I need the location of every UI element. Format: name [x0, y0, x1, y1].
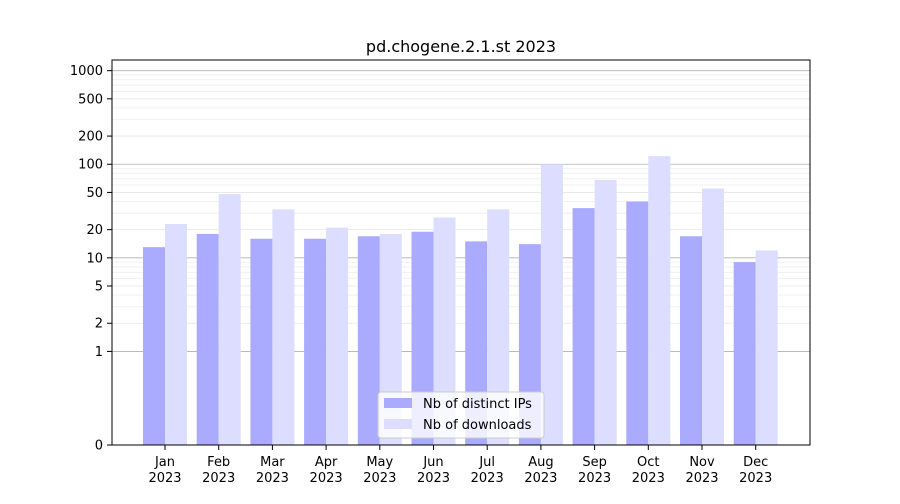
y-tick-label: 500	[78, 92, 103, 107]
x-tick-sublabel: 2023	[524, 471, 557, 486]
bar-downloads-jul	[487, 209, 510, 445]
y-tick-label: 5	[95, 280, 103, 295]
bar-ips-mar	[250, 238, 273, 445]
x-tick-sublabel: 2023	[256, 471, 289, 486]
legend-label: Nb of distinct IPs	[423, 397, 532, 412]
legend-box	[377, 391, 545, 439]
x-axis: Jan2023Feb2023Mar2023Apr2023May2023Jun20…	[148, 445, 772, 486]
x-tick-sublabel: 2023	[471, 471, 504, 486]
y-tick-label: 10	[86, 251, 103, 266]
x-tick-label: Apr	[315, 455, 338, 470]
x-tick-sublabel: 2023	[148, 471, 181, 486]
x-tick-sublabel: 2023	[739, 471, 772, 486]
x-tick-sublabel: 2023	[202, 471, 235, 486]
y-tick-label: 1000	[70, 64, 103, 79]
y-tick-label: 100	[78, 158, 103, 173]
x-tick-label: Jun	[422, 455, 443, 470]
bar-downloads-jun	[433, 217, 456, 445]
bar-ips-oct	[626, 201, 649, 445]
x-tick-label: Feb	[207, 455, 230, 470]
x-tick-sublabel: 2023	[310, 471, 343, 486]
bar-ips-apr	[304, 238, 327, 445]
y-axis: 0 1 2 5 10 20 50 100 200 500 1000	[70, 64, 112, 454]
y-tick-label: 50	[86, 186, 103, 201]
bar-ips-nov	[680, 236, 702, 445]
plot-frame	[111, 59, 811, 446]
x-tick-label: Sep	[582, 455, 607, 470]
y-tick-label: 0	[95, 439, 103, 454]
bar-ips-may	[357, 236, 380, 445]
bar-downloads-oct	[648, 156, 671, 445]
x-tick-sublabel: 2023	[632, 471, 665, 486]
bar-ips-feb	[196, 233, 219, 445]
x-tick-label: Dec	[743, 455, 768, 470]
x-tick-label: May	[366, 455, 393, 470]
y-tick-label: 1	[95, 345, 103, 360]
bar-downloads-apr	[326, 227, 349, 445]
bar-downloads-jan	[165, 223, 187, 445]
chart-title: pd.chogene.2.1.st 2023	[366, 37, 556, 56]
x-tick-label: Jan	[154, 455, 175, 470]
legend: Nb of distinct IPs Nb of downloads	[377, 391, 545, 439]
x-tick-sublabel: 2023	[685, 471, 718, 486]
bar-downloads-mar	[272, 209, 295, 445]
legend-swatch	[384, 419, 412, 429]
bar-downloads-aug	[540, 164, 563, 445]
x-tick-sublabel: 2023	[578, 471, 611, 486]
x-tick-label: Aug	[528, 455, 553, 470]
y-tick-label: 20	[86, 223, 103, 238]
x-tick-label: Mar	[260, 455, 285, 470]
y-tick-label: 200	[78, 130, 103, 145]
x-tick-label: Nov	[689, 455, 715, 470]
legend-label: Nb of downloads	[423, 418, 532, 433]
legend-swatch	[384, 398, 412, 408]
x-tick-sublabel: 2023	[417, 471, 450, 486]
bar-downloads-dec	[755, 250, 778, 445]
bar-downloads-nov	[702, 188, 724, 445]
x-tick-sublabel: 2023	[363, 471, 396, 486]
x-tick-label: Oct	[637, 455, 659, 470]
bar-ips-jan	[143, 247, 165, 445]
y-tick-label: 2	[95, 317, 103, 332]
x-tick-label: Jul	[478, 455, 495, 470]
bar-ips-dec	[733, 262, 756, 445]
bar-downloads-sep	[594, 179, 617, 445]
bar-ips-sep	[572, 208, 595, 445]
bar-downloads-feb	[218, 194, 241, 445]
